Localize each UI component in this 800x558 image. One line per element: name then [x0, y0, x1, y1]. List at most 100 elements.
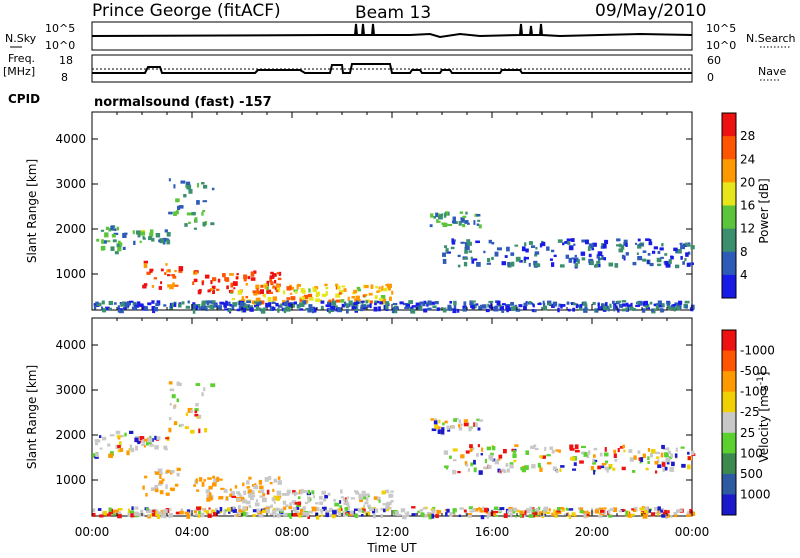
- station-title: Prince George (fitACF): [92, 1, 281, 21]
- power-echo-cell: [521, 246, 526, 252]
- power-echo-cell: [209, 288, 214, 291]
- power-echo-cell: [573, 257, 579, 263]
- power-echo-cell: [185, 305, 191, 309]
- power-echo-cell: [237, 290, 243, 295]
- power-echo-cell: [637, 238, 641, 242]
- power-echo-cell: [472, 258, 478, 261]
- velocity-echo-cell: [223, 513, 226, 516]
- velocity-echo-cell: [237, 505, 241, 511]
- power-echo-cell: [311, 309, 315, 314]
- velocity-echo-cell: [139, 436, 145, 441]
- power-echo-cell: [568, 257, 573, 263]
- power-echo-cell: [549, 258, 553, 261]
- power-echo-cell: [173, 284, 179, 287]
- power-echo-cell: [185, 181, 191, 185]
- power-echo-cell: [223, 302, 226, 308]
- power-echo-cell: [653, 246, 658, 250]
- velocity-echo-cell: [538, 511, 543, 516]
- velocity-echo-cell: [525, 508, 530, 513]
- velocity-echo-cell: [206, 497, 211, 502]
- power-echo-cell: [494, 307, 499, 312]
- power-echo-cell: [678, 304, 682, 310]
- power-echo-cell: [222, 273, 226, 278]
- power-echo-cell: [568, 245, 574, 251]
- power-echo-cell: [678, 300, 683, 305]
- power-echo-cell: [272, 296, 278, 301]
- velocity-echo-cell: [247, 489, 253, 495]
- velocity-echo-cell: [184, 426, 189, 430]
- velocity-echo-cell: [463, 419, 469, 424]
- time-tick-label: 20:00: [575, 525, 610, 539]
- power-echo-cell: [132, 230, 135, 235]
- velocity-echo-cell: [369, 507, 374, 512]
- velocity-echo-cell: [242, 482, 245, 487]
- power-echo-cell: [475, 303, 479, 306]
- power-echo-cell: [625, 242, 628, 247]
- power-echo-cell: [659, 304, 663, 308]
- power-echo-cell: [245, 304, 250, 310]
- velocity-echo-cell: [250, 495, 254, 501]
- power-echo-cell: [210, 222, 215, 226]
- velocity-echo-cell: [453, 418, 458, 422]
- power-echo-cell: [282, 302, 285, 306]
- velocity-echo-cell: [169, 403, 172, 406]
- power-echo-cell: [515, 256, 521, 262]
- velocity-echo-cell: [546, 454, 551, 457]
- power-echo-cell: [436, 220, 441, 223]
- velocity-echo-cell: [515, 514, 518, 518]
- power-echo-cell: [423, 308, 428, 313]
- power-colorbar-segment: [722, 274, 736, 299]
- velocity-echo-cell: [537, 462, 541, 468]
- power-echo-cell: [464, 220, 469, 224]
- velocity-echo-cell: [430, 418, 435, 421]
- velocity-echo-cell: [666, 447, 670, 451]
- velocity-echo-cell: [282, 500, 287, 505]
- velocity-echo-cell: [130, 447, 135, 453]
- power-echo-cell: [102, 240, 107, 244]
- power-echo-cell: [364, 285, 369, 289]
- velocity-echo-cell: [295, 506, 300, 510]
- velocity-echo-cell: [194, 413, 199, 417]
- power-echo-cell: [436, 213, 440, 217]
- velocity-echo-cell: [137, 440, 141, 445]
- velocity-echo-cell: [468, 506, 473, 510]
- velocity-echo-cell: [592, 454, 596, 458]
- velocity-echo-cell: [599, 509, 605, 513]
- power-echo-cell: [374, 295, 378, 300]
- velocity-echo-cell: [474, 422, 478, 428]
- velocity-echo-cell: [304, 501, 308, 505]
- velocity-echo-cell: [208, 507, 211, 510]
- velocity-echo-cell: [565, 507, 568, 511]
- power-echo-cell: [649, 239, 652, 243]
- power-echo-cell: [267, 296, 272, 302]
- power-echo-cell: [686, 262, 691, 267]
- power-echo-cell: [475, 240, 480, 244]
- power-colorbar-segment: [722, 113, 736, 137]
- power-echo-cell: [172, 282, 175, 288]
- power-echo-cell: [422, 303, 426, 307]
- power-echo-cell: [275, 289, 279, 293]
- velocity-echo-cell: [179, 510, 184, 515]
- velocity-echo-cell: [168, 513, 174, 517]
- power-echo-cell: [242, 307, 247, 313]
- power-echo-cell: [462, 305, 467, 310]
- power-echo-cell: [641, 308, 646, 313]
- velocity-echo-cell: [194, 408, 199, 412]
- velocity-echo-cell: [670, 453, 674, 458]
- power-echo-cell: [260, 308, 266, 314]
- velocity-echo-cell: [328, 508, 334, 513]
- power-echo-cell: [584, 305, 588, 310]
- power-echo-cell: [289, 292, 293, 295]
- power-echo-cell: [282, 308, 285, 312]
- power-echo-cell: [236, 273, 239, 276]
- power-echo-cell: [579, 304, 583, 308]
- power-echo-cell: [446, 211, 450, 216]
- velocity-echo-cell: [442, 422, 445, 426]
- power-echo-cell: [263, 307, 266, 311]
- velocity-echo-cell: [361, 513, 364, 517]
- power-echo-cell: [340, 299, 345, 303]
- velocity-echo-cell: [388, 493, 394, 498]
- power-echo-cell: [110, 225, 114, 231]
- power-echo-cell: [191, 211, 196, 216]
- power-echo-cell: [387, 287, 391, 291]
